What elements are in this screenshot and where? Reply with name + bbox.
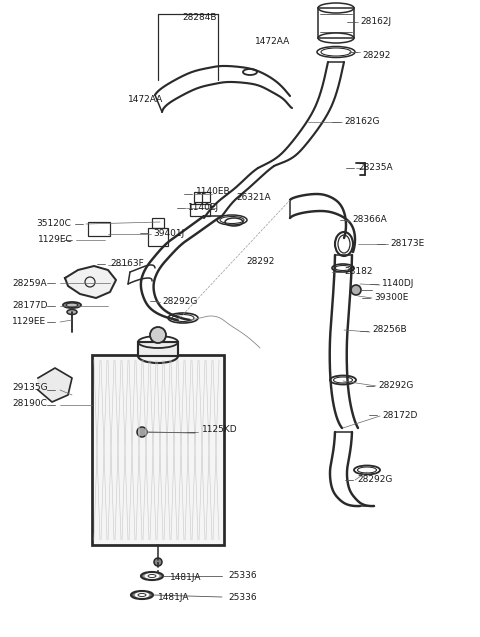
- Polygon shape: [65, 266, 116, 298]
- Text: 28177D: 28177D: [12, 301, 48, 310]
- Circle shape: [150, 327, 166, 343]
- Bar: [92, 355, 224, 545]
- Text: 28172D: 28172D: [382, 410, 418, 420]
- Text: 1140DJ: 1140DJ: [382, 280, 414, 289]
- Bar: [148, 228, 168, 246]
- Text: 28190C: 28190C: [12, 399, 47, 408]
- Text: 28256B: 28256B: [372, 326, 407, 334]
- Text: 1472AA: 1472AA: [255, 38, 290, 47]
- Text: 28173E: 28173E: [390, 238, 424, 248]
- Text: 28284B: 28284B: [183, 13, 217, 22]
- Bar: [138, 342, 178, 356]
- Bar: [190, 204, 210, 216]
- Text: 28292: 28292: [362, 50, 390, 59]
- Text: 28259A: 28259A: [12, 278, 47, 287]
- Text: 1140EJ: 1140EJ: [188, 203, 219, 213]
- Bar: [88, 222, 110, 236]
- Circle shape: [154, 558, 162, 566]
- Text: 1129EE: 1129EE: [12, 317, 46, 327]
- Text: 28292: 28292: [246, 257, 275, 266]
- Text: 28292G: 28292G: [162, 296, 197, 306]
- Text: 1129EC: 1129EC: [38, 236, 73, 245]
- Circle shape: [137, 427, 147, 437]
- Text: 28366A: 28366A: [352, 215, 387, 224]
- Text: 28292G: 28292G: [378, 380, 413, 389]
- Text: 28162G: 28162G: [344, 117, 380, 127]
- Ellipse shape: [141, 572, 163, 580]
- Text: 28162J: 28162J: [360, 17, 391, 27]
- Text: 25336: 25336: [228, 592, 257, 601]
- Polygon shape: [38, 368, 72, 402]
- Bar: [152, 218, 164, 228]
- Text: 1481JA: 1481JA: [170, 573, 202, 582]
- Ellipse shape: [67, 310, 77, 315]
- Bar: [194, 192, 210, 202]
- Text: 26321A: 26321A: [236, 192, 271, 201]
- Text: 28163F: 28163F: [110, 259, 144, 268]
- Ellipse shape: [131, 591, 153, 599]
- Text: 1140EB: 1140EB: [196, 187, 230, 196]
- Text: 28182: 28182: [344, 268, 372, 276]
- Text: 39300E: 39300E: [374, 294, 408, 303]
- Circle shape: [351, 285, 361, 295]
- Bar: [318, 8, 354, 38]
- Text: 39401J: 39401J: [153, 229, 184, 238]
- Text: 29135G: 29135G: [12, 383, 48, 392]
- Ellipse shape: [63, 302, 81, 308]
- Ellipse shape: [145, 573, 159, 578]
- Text: 1472AA: 1472AA: [128, 96, 163, 104]
- Text: 1481JA: 1481JA: [158, 592, 190, 601]
- Text: 25336: 25336: [228, 571, 257, 580]
- Text: 1125KD: 1125KD: [202, 426, 238, 434]
- Text: 28235A: 28235A: [358, 164, 393, 173]
- Text: 28292G: 28292G: [357, 475, 392, 485]
- Ellipse shape: [135, 592, 149, 598]
- Text: 35120C: 35120C: [36, 220, 71, 229]
